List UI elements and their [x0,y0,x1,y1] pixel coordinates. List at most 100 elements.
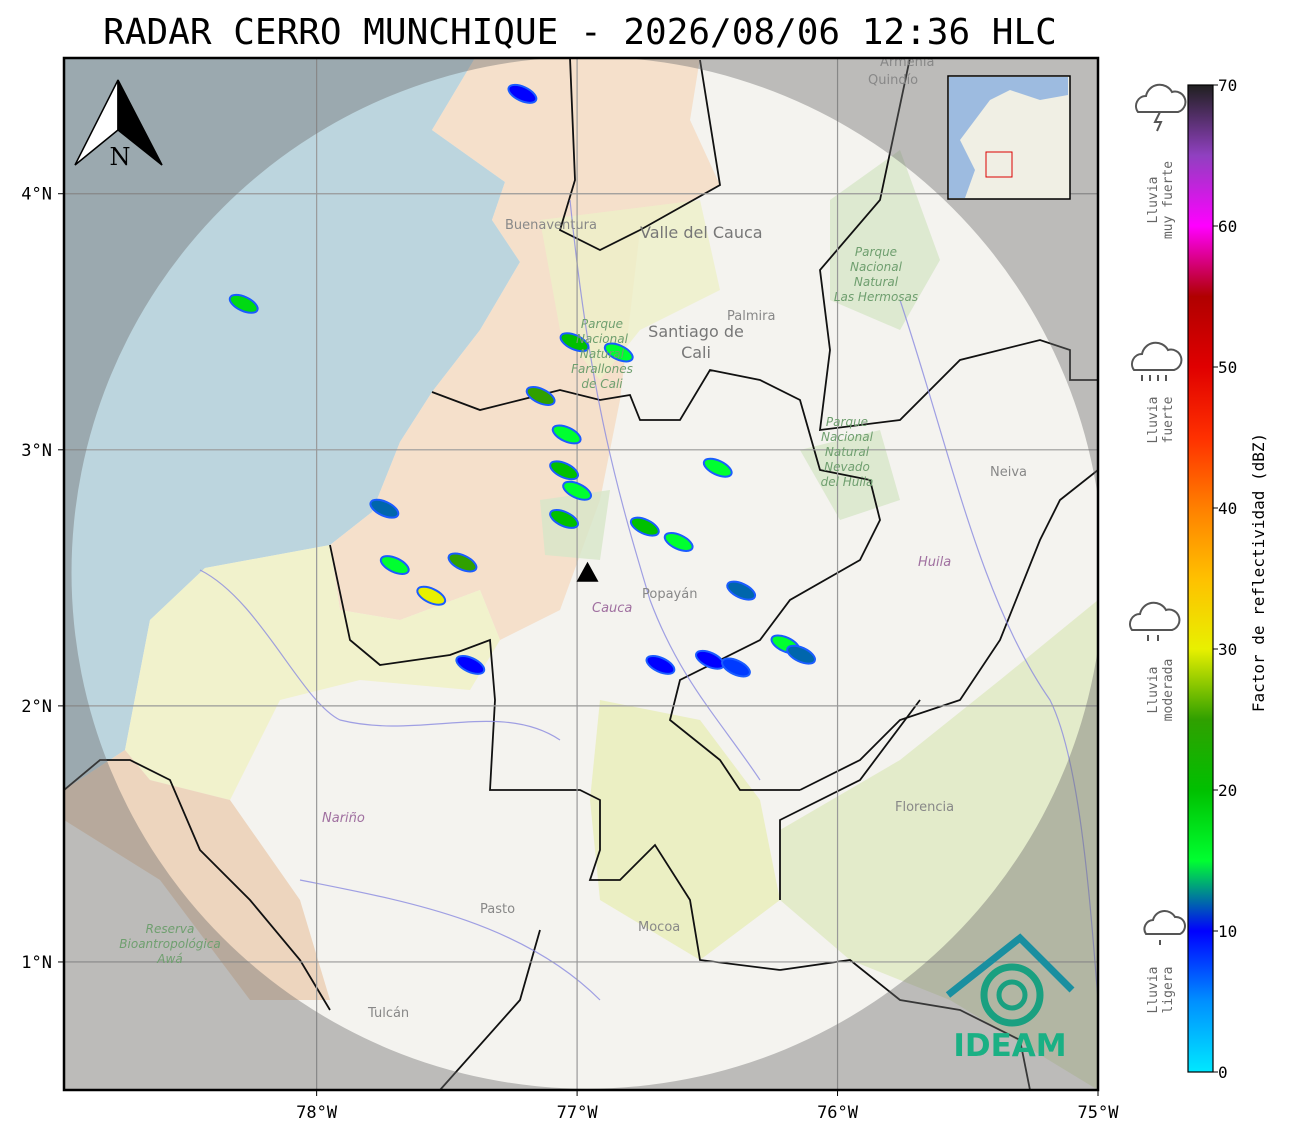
radar-echo [721,657,751,678]
radar-echo [551,424,582,445]
radar-echo [447,552,478,573]
lat-tick-label: 1°N [21,953,52,973]
park-areas [540,150,940,560]
park-label: Las Hermosas [834,290,918,304]
rain-label: Lluvia [1146,967,1161,1014]
park-label: Farallones [571,362,633,376]
department-borders [64,58,1098,1090]
grid [64,58,1098,1090]
park-label: Natural [854,275,899,289]
place-label: Valle del Cauca [640,223,763,242]
north-arrow: N [74,79,163,171]
place-label: Palmira [727,309,775,324]
radar-echo [562,480,593,501]
icon-very-heavy [1135,83,1187,113]
place-label: Armenia [880,55,935,70]
map: Buenaventura Valle del Cauca Santiago de… [64,55,1098,1090]
radar-echo [726,580,757,601]
radar-echo [379,555,410,576]
park-label: Bioantropológica [119,937,220,951]
icon-lightning [1153,111,1163,132]
dept-label: Huila [918,555,951,570]
icon-heavy [1131,341,1183,371]
sea [64,58,520,790]
lon-tick-label: 77°W [557,1103,599,1123]
icon-moderate-drops [1147,635,1159,641]
radar-echo [416,585,447,606]
radar-echo [525,386,556,406]
place-label: Pasto [480,902,515,917]
radar-echo [786,644,816,665]
park-label: Parque [826,415,868,429]
radar-echo [228,293,259,314]
rain-label: Lluvia [1146,177,1161,224]
logo-swirl-inner [996,979,1028,1011]
place-label: Mocoa [638,920,680,935]
rain-label: Lluvia [1146,667,1161,714]
title: RADAR CERRO MUNCHIQUE - 2026/08/06 12:36… [103,12,1057,53]
rain-label: moderada [1161,659,1176,722]
north-arrow-right [117,79,163,166]
colorbar-tick-label: 20 [1218,781,1237,800]
rain-label: Lluvia [1146,397,1161,444]
rain-icons [1129,83,1187,945]
dept-label: Cauca [592,601,632,616]
colorbar: 0 10 20 30 40 50 60 70 Factor de reflectividad (… [1187,76,1268,1082]
radar-echo [603,342,634,363]
radar-echo [507,83,538,104]
colorbar-scale [1187,84,1214,1073]
colorbar-tick-label: 30 [1218,640,1237,659]
map-frame [62,56,1100,1092]
rivers [199,199,1098,1001]
icon-heavy-drops [1141,375,1167,381]
park-label: Reserva [146,922,195,936]
narino-coast [125,545,500,800]
place-label: Buenaventura [505,218,597,233]
coastal-region [330,58,720,640]
valle-region [540,200,720,380]
logo-text: IDEAM [953,1028,1066,1064]
rain-label: fuerte [1161,396,1176,443]
park-label: Natural [580,347,625,361]
colorbar-tick-label: 50 [1218,358,1237,377]
colorbar-tick-label: 40 [1218,499,1237,518]
radar-echo [369,498,400,519]
rain-label: muy fuerte [1161,161,1176,239]
rain-label: ligera [1161,967,1176,1014]
logo-roof [945,933,1075,998]
park-label: Nacional [850,260,903,274]
park-label: Parque [581,317,623,331]
colorbar-tick-label: 60 [1218,217,1237,236]
echoes [228,83,816,678]
radar-echo [645,654,676,675]
place-label: Tulcán [367,1006,409,1021]
lon-tick-label: 78°W [296,1103,338,1123]
putumayo-region [590,700,780,960]
lat-tick-label: 4°N [21,185,52,205]
place-label: Neiva [990,465,1027,480]
lon-tick-label: 76°W [817,1103,859,1123]
radar-echo [549,508,579,529]
radar-echo [629,516,660,537]
radar-echo [549,460,579,481]
place-label: Quindío [868,73,918,88]
colorbar-label: Factor de reflectividad (dBZ) [1249,433,1268,712]
lat-tick-label: 3°N [21,441,52,461]
southern-region [64,750,330,1000]
inset-extent [985,151,1013,178]
logo: IDEAM [945,933,1075,1064]
inset-sea [949,77,1068,198]
colorbar-tick-label: 70 [1218,76,1237,95]
park-label: Parque [855,245,897,259]
park-label: de Cali [581,377,623,391]
place-label: Popayán [642,587,697,602]
place-label: Santiago de [648,322,744,341]
place-label: Florencia [895,800,954,815]
lon-tick-label: 75°W [1078,1103,1120,1123]
logo-swirl [980,963,1044,1027]
inset-map [947,75,1071,200]
